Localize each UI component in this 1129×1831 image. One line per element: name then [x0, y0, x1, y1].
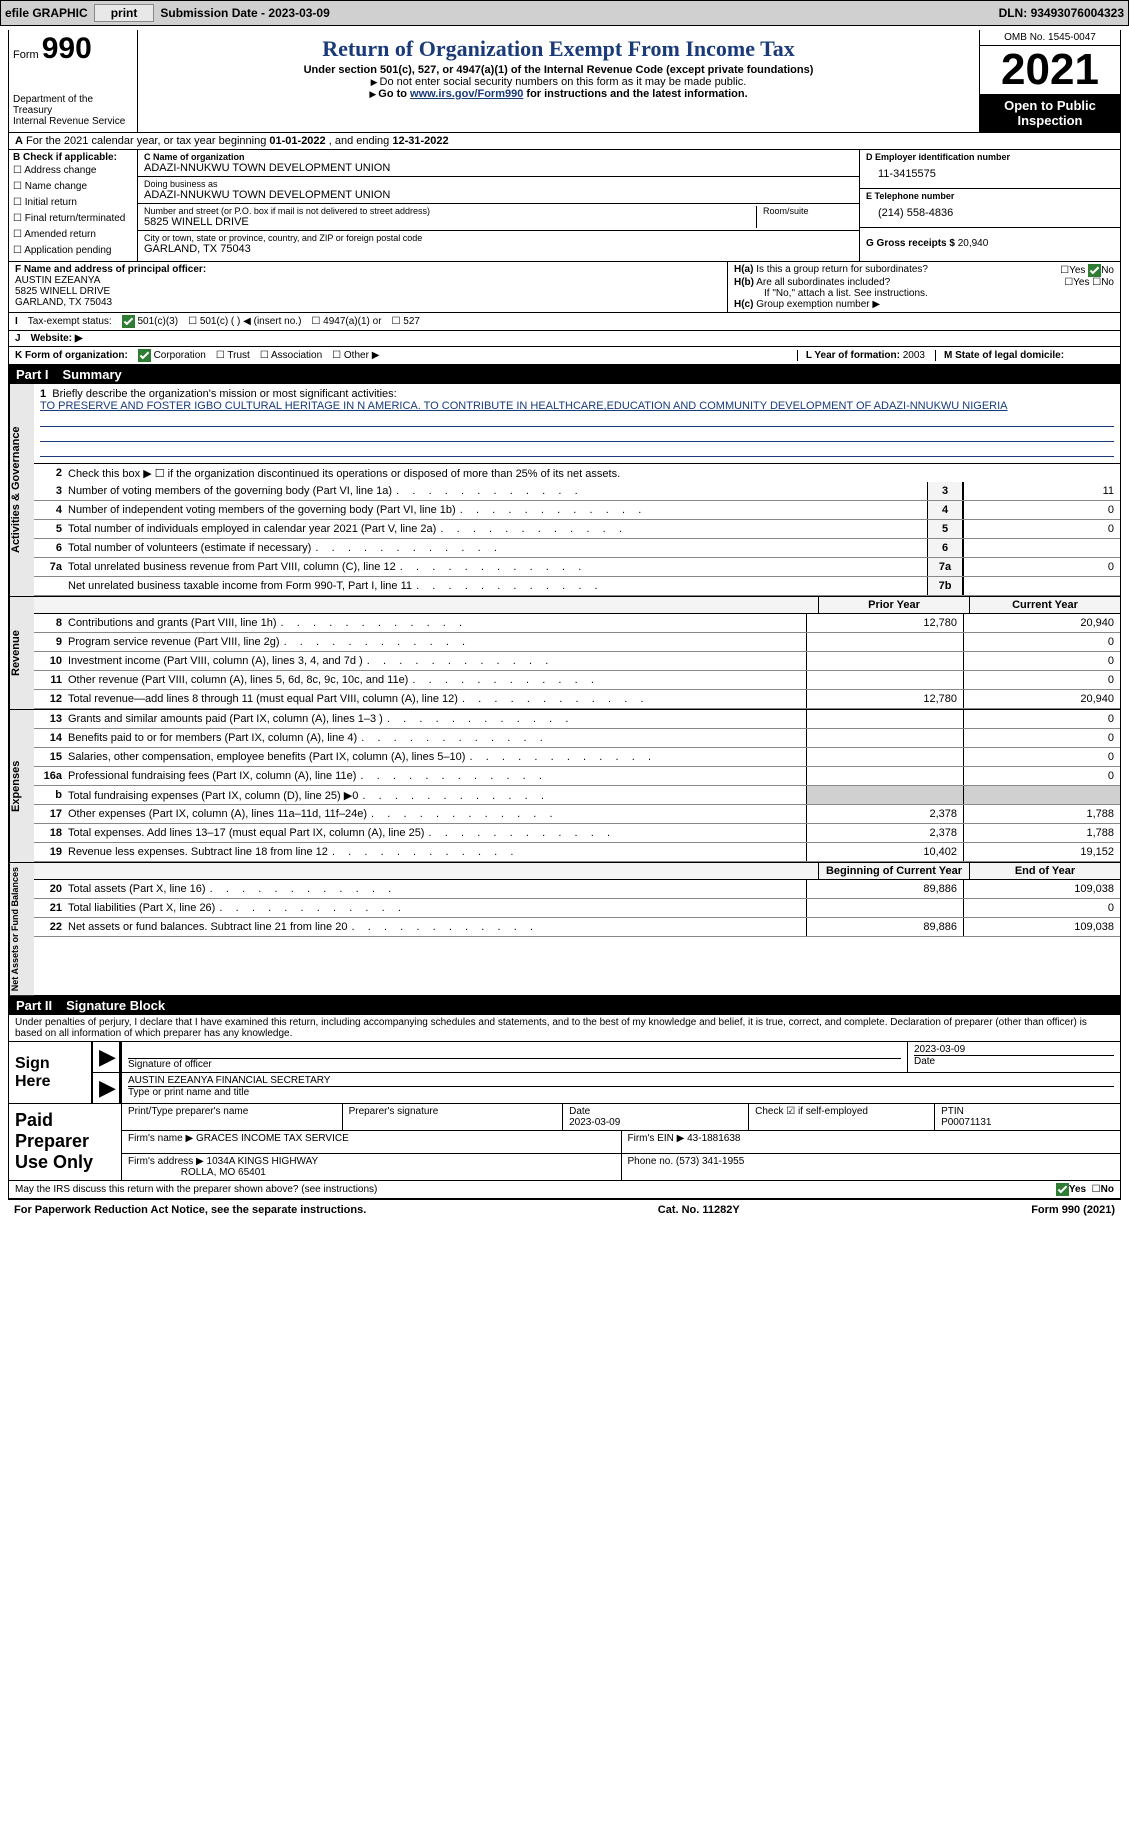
checkbox-option[interactable]: ☐ Address change	[13, 163, 133, 179]
irs-discuss-row: May the IRS discuss this return with the…	[8, 1181, 1121, 1199]
year-cell: OMB No. 1545-0047 2021 Open to Public In…	[979, 30, 1120, 132]
sign-here-block: Sign Here ▶ Signature of officer 2023-03…	[8, 1042, 1121, 1104]
line1-mission: 1 Briefly describe the organization's mi…	[34, 384, 1120, 464]
table-row: 16aProfessional fundraising fees (Part I…	[34, 767, 1120, 786]
section-c: C Name of organization ADAZI-NNUKWU TOWN…	[138, 150, 859, 261]
line2: 2 Check this box ▶ ☐ if the organization…	[34, 464, 1120, 482]
efile-label: efile GRAPHIC	[5, 6, 88, 20]
section-f: F Name and address of principal officer:…	[9, 262, 727, 312]
table-row: 5Total number of individuals employed in…	[34, 520, 1120, 539]
top-toolbar: efile GRAPHIC print Submission Date - 20…	[0, 0, 1129, 26]
table-row: 18Total expenses. Add lines 13–17 (must …	[34, 824, 1120, 843]
table-row: 10Investment income (Part VIII, column (…	[34, 652, 1120, 671]
table-row: 20Total assets (Part X, line 16)89,88610…	[34, 880, 1120, 899]
print-button[interactable]: print	[94, 4, 155, 22]
section-fh: F Name and address of principal officer:…	[8, 262, 1121, 313]
form-header: Form 990 Department of the Treasury Inte…	[8, 30, 1121, 133]
checkbox-option[interactable]: ☐ Application pending	[13, 243, 133, 259]
table-row: 11Other revenue (Part VIII, column (A), …	[34, 671, 1120, 690]
row-k: K Form of organization: Corporation ☐ Tr…	[8, 347, 1121, 365]
form-title: Return of Organization Exempt From Incom…	[144, 36, 973, 62]
section-h: H(a) Is this a group return for subordin…	[727, 262, 1120, 312]
checkbox-option[interactable]: ☐ Amended return	[13, 227, 133, 243]
section-b: B Check if applicable: ☐ Address change☐…	[9, 150, 138, 261]
paid-preparer-block: Paid Preparer Use Only Print/Type prepar…	[8, 1104, 1121, 1181]
sign-here-label: Sign Here	[9, 1042, 93, 1103]
section-d: D Employer identification number 11-3415…	[859, 150, 1120, 261]
table-row: 21Total liabilities (Part X, line 26)0	[34, 899, 1120, 918]
tab-expenses: Expenses	[9, 710, 34, 862]
part1-expenses: Expenses 13Grants and similar amounts pa…	[8, 710, 1121, 863]
table-row: 19Revenue less expenses. Subtract line 1…	[34, 843, 1120, 862]
form-page: Form 990 Department of the Treasury Inte…	[0, 26, 1129, 1228]
table-row: 9Program service revenue (Part VIII, lin…	[34, 633, 1120, 652]
submission-date: Submission Date - 2023-03-09	[160, 6, 329, 20]
part1-netassets: Net Assets or Fund Balances Beginning of…	[8, 863, 1121, 996]
part1-governance: Activities & Governance 1 Briefly descri…	[8, 384, 1121, 597]
form-title-cell: Return of Organization Exempt From Incom…	[138, 30, 979, 132]
part2-header: Part IISignature Block	[8, 996, 1121, 1015]
page-footer: For Paperwork Reduction Act Notice, see …	[8, 1199, 1121, 1220]
row-i: I Tax-exempt status: 501(c)(3) ☐ 501(c) …	[8, 313, 1121, 331]
tab-governance: Activities & Governance	[9, 384, 34, 596]
checkbox-option[interactable]: ☐ Initial return	[13, 195, 133, 211]
table-row: 7aTotal unrelated business revenue from …	[34, 558, 1120, 577]
table-row: 12Total revenue—add lines 8 through 11 (…	[34, 690, 1120, 709]
tab-revenue: Revenue	[9, 597, 34, 709]
checkbox-option[interactable]: ☐ Name change	[13, 179, 133, 195]
table-row: bTotal fundraising expenses (Part IX, co…	[34, 786, 1120, 805]
table-row: 8Contributions and grants (Part VIII, li…	[34, 614, 1120, 633]
table-row: 17Other expenses (Part IX, column (A), l…	[34, 805, 1120, 824]
row-a: A For the 2021 calendar year, or tax yea…	[8, 133, 1121, 150]
part1-header: Part ISummary	[8, 365, 1121, 384]
declaration: Under penalties of perjury, I declare th…	[8, 1015, 1121, 1042]
irs-link[interactable]: www.irs.gov/Form990	[410, 88, 523, 100]
form-number-cell: Form 990 Department of the Treasury Inte…	[9, 30, 138, 132]
paid-preparer-label: Paid Preparer Use Only	[9, 1104, 122, 1180]
revenue-header: Prior Year Current Year	[34, 597, 1120, 614]
table-row: 14Benefits paid to or for members (Part …	[34, 729, 1120, 748]
checkbox-option[interactable]: ☐ Final return/terminated	[13, 211, 133, 227]
table-row: 15Salaries, other compensation, employee…	[34, 748, 1120, 767]
table-row: 4Number of independent voting members of…	[34, 501, 1120, 520]
table-row: 22Net assets or fund balances. Subtract …	[34, 918, 1120, 937]
tab-netassets: Net Assets or Fund Balances	[9, 863, 34, 995]
table-row: 3Number of voting members of the governi…	[34, 482, 1120, 501]
part1-revenue: Revenue Prior Year Current Year 8Contrib…	[8, 597, 1121, 710]
table-row: 13Grants and similar amounts paid (Part …	[34, 710, 1120, 729]
dln: DLN: 93493076004323	[999, 6, 1124, 20]
table-row: Net unrelated business taxable income fr…	[34, 577, 1120, 596]
netassets-header: Beginning of Current Year End of Year	[34, 863, 1120, 880]
section-bcd: B Check if applicable: ☐ Address change☐…	[8, 150, 1121, 262]
row-j: J Website: ▶	[8, 331, 1121, 347]
table-row: 6Total number of volunteers (estimate if…	[34, 539, 1120, 558]
